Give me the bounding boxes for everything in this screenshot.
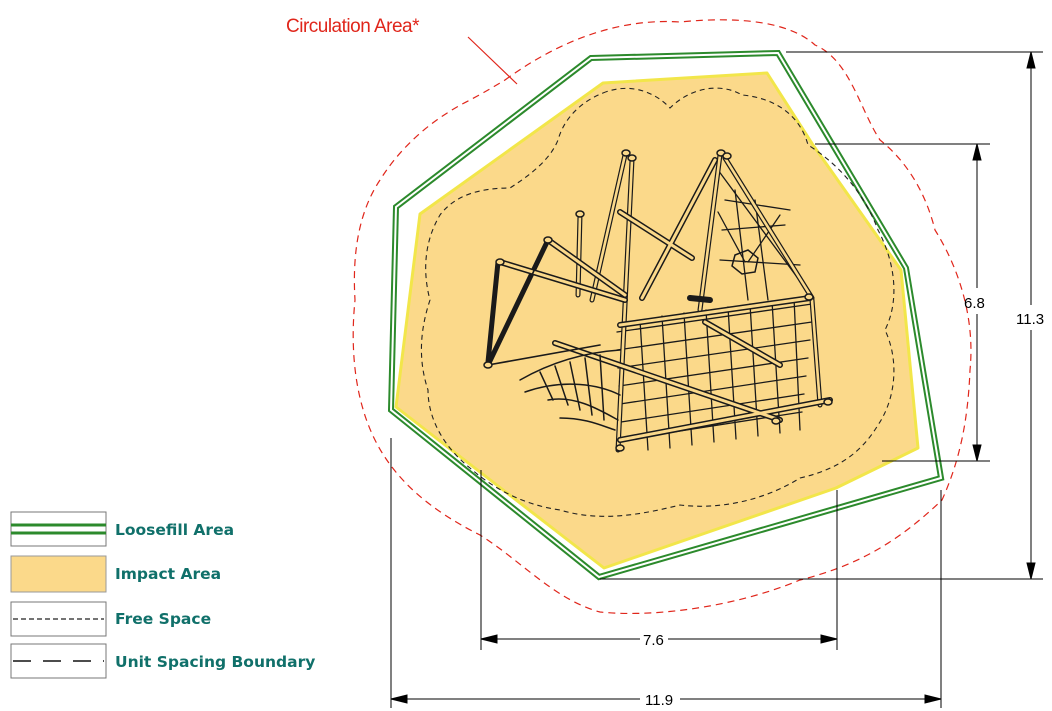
legend-item-unit-spacing: Unit Spacing Boundary: [10, 643, 315, 679]
post-caps: [483, 149, 833, 452]
legend: Loosefill Area Impact Area Free Space Un…: [10, 511, 315, 679]
legend-item-impact: Impact Area: [10, 555, 221, 593]
legend-item-loosefill: Loosefill Area: [10, 511, 234, 547]
legend-label-unit-spacing: Unit Spacing Boundary: [115, 653, 315, 671]
circulation-area-boundary: [352, 19, 972, 615]
dimension-overall-depth: [600, 51, 1043, 580]
callout-leader: [467, 36, 518, 85]
dimension-structure-depth: [815, 143, 990, 462]
legend-label-free-space: Free Space: [115, 610, 211, 628]
dimension-label-overall-depth: 11.3: [1016, 311, 1044, 328]
dimension-label-structure-depth: 6.8: [964, 295, 985, 312]
loosefill-swatch: [10, 511, 107, 547]
free-space-boundary: [420, 87, 895, 517]
dimension-structure-width: [480, 470, 838, 650]
circulation-area-callout: Circulation Area*: [286, 16, 420, 37]
legend-label-loosefill: Loosefill Area: [115, 521, 234, 539]
play-structure: [483, 149, 833, 453]
impact-swatch: [10, 555, 107, 593]
legend-label-impact: Impact Area: [115, 565, 221, 583]
free-space-swatch: [10, 601, 107, 637]
legend-item-free-space: Free Space: [10, 601, 211, 637]
crawl-tube: [519, 349, 621, 431]
dimension-overall-width: [390, 438, 942, 708]
dimension-label-structure-width: 7.6: [643, 632, 664, 649]
dimension-label-overall-width: 11.9: [645, 692, 673, 709]
